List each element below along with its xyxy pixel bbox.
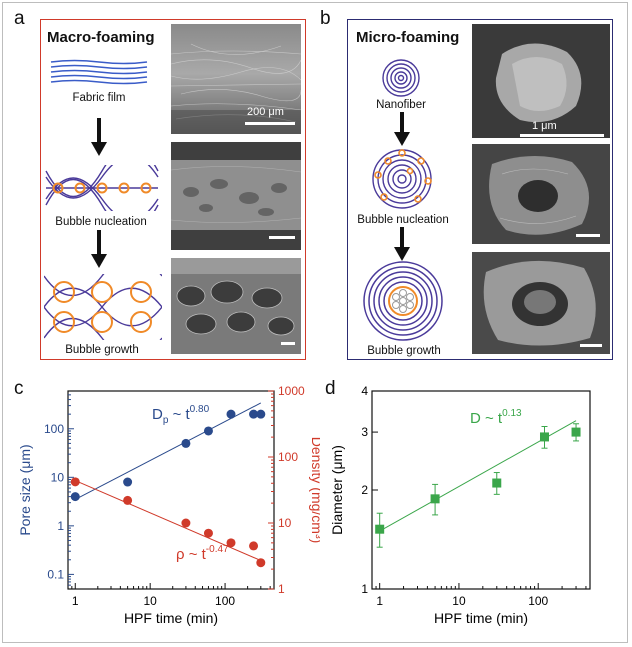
diameter-point — [571, 427, 581, 437]
y-tick-label: 1 — [57, 519, 64, 533]
bubble-growth-rings-diagram — [363, 261, 443, 341]
density-point — [70, 477, 80, 487]
y2-tick-label: 10 — [278, 516, 292, 530]
x-tick-label: 1 — [72, 594, 79, 608]
micro-foaming-panel: Micro-foaming Nanofiber Bubble nucleatio… — [347, 19, 613, 360]
density-fit-annotation: ρ ~ t-0.47 — [176, 544, 229, 563]
caption-bubble-growth-a: Bubble growth — [65, 344, 139, 356]
sem-image-nanofiber: 1 μm — [472, 24, 610, 138]
fabric-film-diagram — [50, 59, 148, 85]
y-tick-label: 1 — [361, 582, 368, 596]
chart-pore-size-density: 1 10 100 0.1 1 10 100 1 10 100 1000 HPF time (min) P… — [17, 384, 320, 626]
arrow-down-icon — [91, 118, 107, 156]
macro-foaming-panel: Macro-foaming Fabric film Bubble nucleat… — [40, 19, 306, 360]
bubble-growth-diagram — [44, 274, 162, 340]
panel-label-a: a — [14, 8, 25, 29]
panel-label-b: b — [320, 8, 331, 29]
sem-image-bubble-nucleation-b — [472, 144, 610, 244]
diameter-point — [430, 494, 440, 504]
y2-tick-label: 100 — [278, 450, 298, 464]
fit-line — [75, 402, 262, 500]
x-axis-label: HPF time (min) — [434, 610, 528, 626]
scale-bar — [576, 234, 600, 237]
y-axis-label: Diameter (μm) — [329, 445, 345, 535]
density-point — [181, 518, 191, 528]
x-axis-label: HPF time (min) — [124, 610, 218, 626]
x-tick-label: 1 — [376, 594, 383, 608]
sem-image-bubble-growth-b — [472, 252, 610, 354]
sem-image-bubble-growth — [171, 258, 301, 354]
caption-nanofiber: Nanofiber — [376, 99, 426, 111]
pore-size-point — [249, 409, 259, 419]
sem-micrograph — [171, 142, 301, 250]
scale-bar — [245, 122, 295, 125]
nanofiber-diagram — [382, 59, 420, 97]
pore-size-point — [226, 409, 236, 419]
y2-axis-label: Density (mg/cm³) — [309, 437, 320, 544]
sem-micrograph — [472, 24, 610, 138]
panel-label-c: c — [14, 378, 24, 399]
y-tick-label: 4 — [361, 384, 368, 398]
scale-bar — [269, 236, 295, 239]
diameter-fit-annotation: D ~ t0.13 — [470, 408, 522, 427]
diameter-point — [375, 524, 385, 534]
scale-bar — [580, 344, 602, 347]
pore-size-fit-annotation: Dp ~ t0.80 — [152, 404, 210, 426]
pore-size-point — [203, 426, 213, 436]
caption-bubble-nucleation-a: Bubble nucleation — [55, 216, 147, 228]
panel-label-d: d — [325, 378, 336, 399]
y-tick-label: 2 — [361, 483, 368, 497]
diameter-point — [492, 478, 502, 488]
density-point — [256, 558, 266, 568]
y-tick-label: 100 — [44, 422, 64, 436]
density-point — [249, 541, 259, 551]
caption-bubble-growth-b: Bubble growth — [367, 345, 441, 357]
micro-foaming-title: Micro-foaming — [356, 29, 460, 46]
scale-bar — [520, 134, 604, 137]
sem-image-fabric-film: 200 μm — [171, 24, 301, 134]
density-point — [203, 528, 213, 538]
pore-size-point — [123, 477, 133, 487]
scale-bar-label: 200 μm — [247, 106, 284, 118]
bubble-nucleation-rings-diagram — [372, 149, 432, 209]
caption-bubble-nucleation-b: Bubble nucleation — [357, 214, 449, 226]
pore-size-point — [70, 492, 80, 502]
y-axis-label: Pore size (μm) — [17, 444, 33, 535]
x-tick-label: 100 — [215, 594, 235, 608]
macro-foaming-title: Macro-foaming — [47, 29, 155, 46]
sem-image-bubble-nucleation — [171, 142, 301, 250]
bubble-nucleation-diagram — [45, 165, 159, 211]
x-tick-label: 100 — [528, 594, 548, 608]
x-tick-label: 10 — [143, 594, 157, 608]
y-tick-label: 10 — [51, 470, 65, 484]
diameter-point — [539, 432, 549, 442]
sem-micrograph — [472, 144, 610, 244]
sem-micrograph — [171, 258, 301, 354]
caption-fabric-film: Fabric film — [72, 92, 126, 104]
y-tick-label: 3 — [361, 425, 368, 439]
x-tick-label: 10 — [452, 594, 466, 608]
pore-size-point — [181, 438, 191, 448]
density-point — [123, 495, 133, 505]
y2-tick-label: 1000 — [278, 384, 305, 398]
arrow-down-icon — [394, 112, 410, 146]
pore-size-point — [256, 409, 266, 419]
scale-bar-label: 1 μm — [532, 120, 557, 132]
plot-frame — [67, 390, 275, 590]
y2-tick-label: 1 — [278, 582, 285, 596]
arrow-down-icon — [91, 230, 107, 268]
sem-micrograph — [472, 252, 610, 354]
scale-bar — [281, 342, 295, 345]
density-point — [226, 538, 236, 548]
sem-micrograph — [171, 24, 301, 134]
fit-line — [75, 480, 262, 561]
y-tick-label: 0.1 — [47, 567, 64, 581]
arrow-down-icon — [394, 227, 410, 261]
chart-diameter: 1 10 100 1 2 3 4 HPF time (min) Diameter (μm) D ~… — [329, 384, 591, 626]
